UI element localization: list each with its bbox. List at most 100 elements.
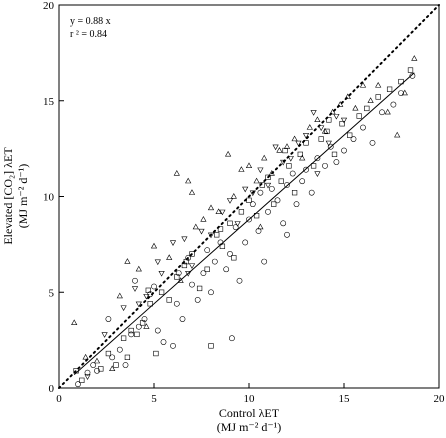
- data-point-triangle-down: [287, 156, 294, 162]
- data-point-circle: [379, 109, 385, 116]
- data-point-square: [303, 140, 309, 146]
- data-point-circle: [211, 258, 218, 265]
- one-to-one-line: [58, 4, 440, 389]
- data-point-circle: [84, 369, 91, 376]
- data-point-triangle-down: [143, 293, 150, 300]
- data-point-circle: [94, 367, 100, 374]
- data-point-circle: [135, 323, 142, 330]
- data-point-square: [347, 132, 353, 138]
- data-point-square: [79, 377, 85, 383]
- data-point-circle: [409, 72, 416, 79]
- data-point-circle: [204, 247, 211, 254]
- data-point-circle: [189, 281, 195, 288]
- data-point-triangle-down: [158, 270, 165, 277]
- data-point-circle: [274, 197, 281, 204]
- data-point-circle: [398, 90, 404, 96]
- x-tick-label: 10: [244, 393, 256, 405]
- regression-equation: y = 0.88 x: [70, 16, 111, 27]
- data-point-square: [286, 163, 292, 169]
- data-point-triangle-down: [185, 270, 192, 277]
- data-point-circle: [257, 189, 264, 196]
- data-point-square: [282, 147, 288, 154]
- data-point-circle: [194, 297, 201, 303]
- data-point-triangle-up: [253, 177, 260, 184]
- data-point-triangle-down: [295, 140, 302, 147]
- data-point-circle: [261, 258, 268, 265]
- data-point-square: [208, 343, 214, 349]
- data-point-circle: [228, 335, 235, 342]
- data-point-triangle-up: [367, 97, 374, 103]
- data-point-circle: [341, 147, 347, 154]
- data-point-circle: [128, 331, 135, 338]
- data-point-square: [271, 201, 277, 207]
- data-point-circle: [242, 239, 249, 246]
- data-point-square: [196, 285, 203, 292]
- y-tick-label: 5: [49, 287, 55, 299]
- data-point-triangle-up: [109, 365, 116, 371]
- data-point-triangle-down: [302, 133, 310, 139]
- data-point-circle: [249, 201, 256, 208]
- x-axis-title-line2: (MJ m⁻² d⁻¹): [217, 420, 282, 434]
- data-point-triangle-up: [230, 193, 237, 199]
- data-point-triangle-up: [276, 147, 283, 153]
- data-point-triangle-down: [154, 259, 161, 266]
- y-tick-label: 20: [43, 0, 55, 12]
- y-tick-label: 15: [43, 96, 55, 108]
- data-point-circle: [322, 162, 328, 169]
- data-point-triangle-up: [200, 216, 207, 222]
- data-point-triangle-down: [272, 144, 279, 151]
- y-axis-title-line1: Elevated [CO₂] λET: [1, 147, 15, 245]
- data-point-circle: [360, 124, 366, 131]
- x-tick-label: 0: [56, 393, 62, 405]
- data-point-square: [105, 350, 112, 357]
- data-point-circle: [217, 239, 224, 246]
- data-point-square: [278, 178, 284, 184]
- data-point-triangle-down: [198, 228, 205, 235]
- data-point-circle: [160, 339, 167, 345]
- data-point-square: [318, 136, 324, 142]
- data-point-square: [214, 232, 220, 238]
- data-point-circle: [284, 231, 290, 238]
- data-point-square: [246, 197, 252, 203]
- data-point-circle: [185, 254, 192, 261]
- data-point-square: [324, 128, 330, 135]
- data-point-square: [364, 105, 370, 112]
- y-tick-label: 10: [43, 192, 55, 204]
- data-point-circle: [303, 166, 309, 173]
- data-point-triangle-up: [329, 108, 336, 115]
- data-point-circle: [299, 178, 306, 185]
- data-point-circle: [132, 277, 138, 284]
- y-axis: 0 5 10 15 20: [43, 0, 64, 395]
- data-point-triangle-up: [185, 177, 192, 184]
- data-point-triangle-down: [280, 159, 287, 166]
- data-point-triangle-up: [224, 150, 232, 157]
- data-point-circle: [116, 346, 123, 353]
- data-point-triangle-down: [169, 240, 177, 246]
- data-point-triangle-up: [268, 170, 275, 176]
- data-point-circle: [333, 159, 340, 165]
- data-point-square: [73, 368, 79, 374]
- data-point-circle: [90, 362, 97, 368]
- data-point-square: [174, 274, 180, 280]
- reference-lines: [58, 4, 440, 389]
- data-point-triangle-up: [337, 101, 344, 107]
- data-point-triangle-up: [384, 108, 391, 115]
- data-point-triangle-up: [352, 104, 359, 111]
- data-point-triangle-up: [257, 223, 264, 230]
- data-point-circle: [268, 185, 275, 192]
- data-point-square: [120, 335, 127, 341]
- data-point-triangle-up: [143, 323, 150, 329]
- data-point-circle: [154, 327, 161, 334]
- data-point-circle: [236, 277, 243, 284]
- data-points: [71, 55, 418, 388]
- data-point-square: [326, 117, 332, 123]
- data-point-triangle-up: [124, 258, 131, 264]
- data-point-square: [183, 258, 189, 265]
- data-point-circle: [227, 251, 233, 257]
- data-point-square: [375, 94, 381, 100]
- data-point-triangle-up: [411, 55, 418, 61]
- data-point-triangle-up: [188, 189, 196, 195]
- data-point-triangle-up: [82, 353, 89, 360]
- data-point-triangle-down: [318, 125, 325, 132]
- data-point-triangle-up: [283, 143, 291, 149]
